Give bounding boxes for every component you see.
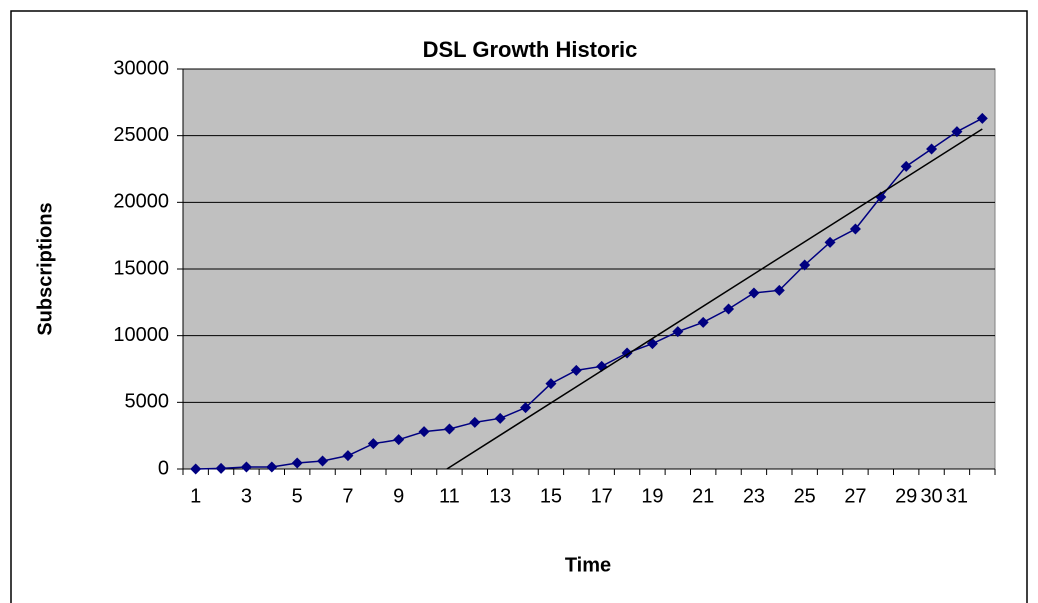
x-tick-label: 5 xyxy=(292,485,303,507)
data-point xyxy=(545,378,557,390)
x-tick-label: 30 xyxy=(920,485,942,507)
data-point xyxy=(951,126,963,138)
data-point xyxy=(317,455,329,467)
trendline xyxy=(446,128,983,470)
data-point xyxy=(799,259,811,271)
data-point xyxy=(266,461,278,473)
x-tick-label: 23 xyxy=(743,485,765,507)
data-point xyxy=(443,423,455,435)
x-tick-label: 11 xyxy=(439,485,460,507)
y-tick-label: 5000 xyxy=(125,391,170,413)
data-point xyxy=(190,463,202,475)
data-point xyxy=(291,457,303,469)
y-tick-label: 30000 xyxy=(113,57,169,79)
x-tick-label: 17 xyxy=(591,485,613,507)
data-point xyxy=(697,316,709,328)
data-point xyxy=(240,461,252,473)
y-tick-label: 15000 xyxy=(113,257,169,279)
x-tick-label: 1 xyxy=(190,485,201,507)
data-point xyxy=(393,434,405,446)
x-axis-title: Time xyxy=(565,554,611,576)
y-axis-title: Subscriptions xyxy=(34,202,56,335)
data-point xyxy=(672,326,684,338)
x-tick-label: 13 xyxy=(489,485,511,507)
x-tick-label: 29 xyxy=(895,485,917,507)
data-point xyxy=(342,450,354,462)
data-point xyxy=(824,236,836,248)
chart-title: DSL Growth Historic xyxy=(423,37,638,62)
data-point xyxy=(900,160,912,172)
data-point xyxy=(570,364,582,376)
y-tick-label: 20000 xyxy=(113,191,169,213)
x-tick-label: 21 xyxy=(692,485,714,507)
data-point xyxy=(367,438,379,450)
x-tick-label: 15 xyxy=(540,485,562,507)
x-tick-label: 31 xyxy=(946,485,968,507)
data-point xyxy=(748,287,760,299)
data-point xyxy=(418,426,430,438)
x-tick-label: 27 xyxy=(844,485,866,507)
data-point xyxy=(849,223,861,235)
data-point xyxy=(215,462,227,474)
x-tick-label: 3 xyxy=(241,485,252,507)
x-tick-label: 25 xyxy=(794,485,816,507)
y-tick-label: 25000 xyxy=(113,124,169,146)
x-tick-label: 19 xyxy=(641,485,663,507)
data-point xyxy=(520,402,532,414)
y-tick-label: 0 xyxy=(158,457,169,479)
data-point xyxy=(469,416,481,428)
data-point xyxy=(723,303,735,315)
y-tick-label: 10000 xyxy=(113,324,169,346)
x-tick-label: 9 xyxy=(393,485,404,507)
data-point xyxy=(773,284,785,296)
data-point xyxy=(494,412,506,424)
data-point xyxy=(926,143,938,155)
data-point xyxy=(875,191,887,203)
x-tick-label: 7 xyxy=(342,485,353,507)
data-point xyxy=(976,112,988,124)
